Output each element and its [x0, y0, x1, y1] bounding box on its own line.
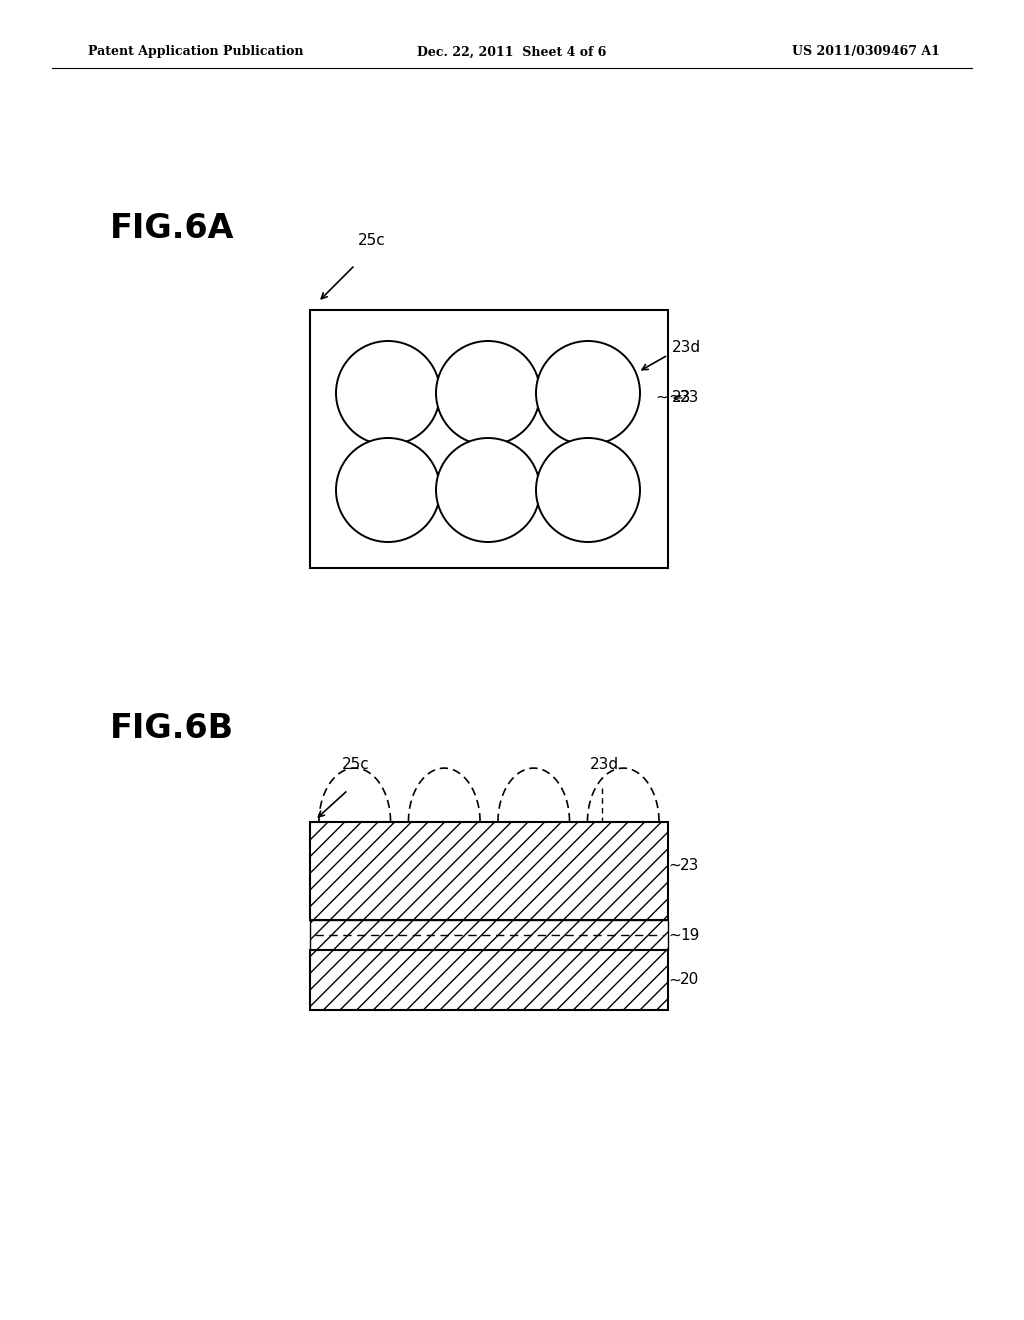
Text: 20: 20 [680, 973, 699, 987]
Text: US 2011/0309467 A1: US 2011/0309467 A1 [793, 45, 940, 58]
Text: 19: 19 [680, 928, 699, 942]
Ellipse shape [436, 341, 540, 445]
Bar [310, 950, 668, 1010]
Text: ~: ~ [668, 388, 682, 407]
Text: ~: ~ [668, 928, 681, 942]
Text: FIG.6B: FIG.6B [110, 711, 234, 744]
Ellipse shape [336, 341, 440, 445]
Text: 25c: 25c [342, 756, 370, 772]
Text: 23d: 23d [590, 756, 620, 772]
Bar [310, 920, 668, 950]
Text: ~: ~ [668, 858, 681, 873]
Text: 23: 23 [680, 389, 699, 404]
Text: ~: ~ [655, 389, 668, 404]
Text: ~: ~ [668, 973, 681, 987]
Ellipse shape [336, 438, 440, 543]
Text: FIG.6A: FIG.6A [110, 211, 234, 244]
Text: Dec. 22, 2011  Sheet 4 of 6: Dec. 22, 2011 Sheet 4 of 6 [418, 45, 606, 58]
Bar [310, 310, 668, 568]
Text: 23: 23 [672, 391, 691, 405]
Text: 23d: 23d [672, 341, 701, 355]
Ellipse shape [536, 341, 640, 445]
Text: 25c: 25c [358, 234, 386, 248]
Bar [310, 822, 668, 920]
Text: 23: 23 [680, 858, 699, 873]
Ellipse shape [536, 438, 640, 543]
Ellipse shape [436, 438, 540, 543]
Text: Patent Application Publication: Patent Application Publication [88, 45, 303, 58]
